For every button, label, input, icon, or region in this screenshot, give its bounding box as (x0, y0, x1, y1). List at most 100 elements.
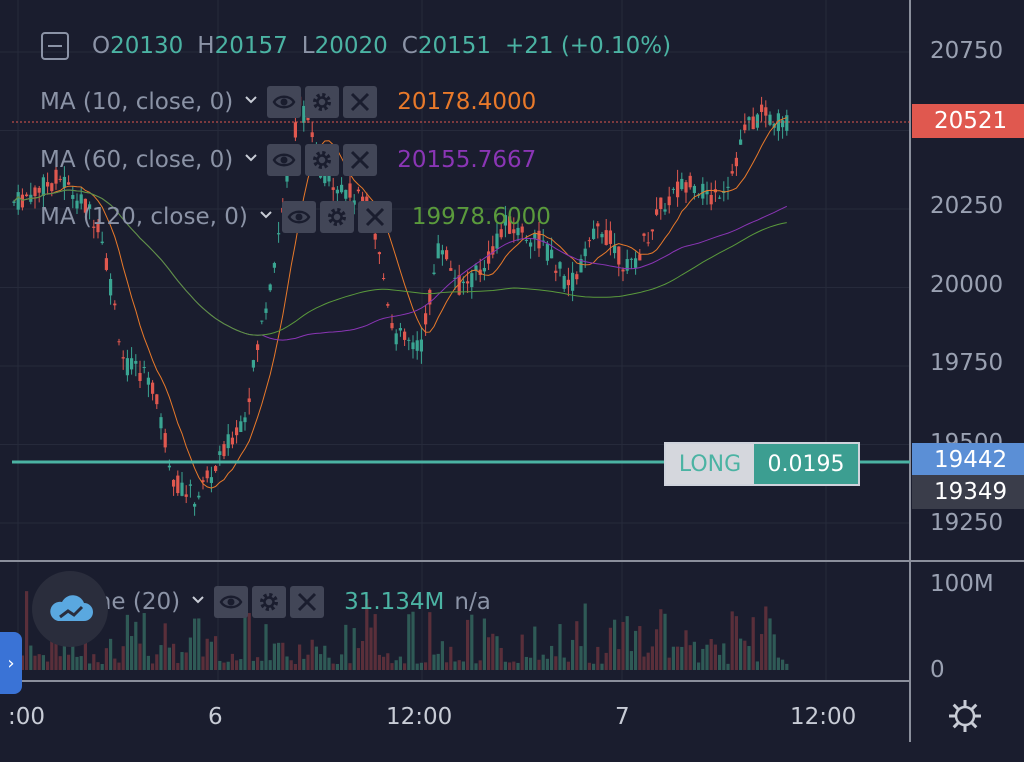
candle-body (243, 417, 247, 423)
candle-body (747, 117, 751, 121)
candle-body (268, 284, 272, 291)
candle-body (138, 372, 142, 381)
volume-bar (512, 661, 516, 670)
volume-bar (109, 638, 113, 670)
volume-bar (684, 630, 688, 670)
volume-bar (692, 641, 696, 670)
candle-body (373, 233, 377, 240)
position-line-label[interactable]: LONG 0.0195 (664, 442, 860, 486)
candle-body (621, 269, 625, 272)
chevron-down-icon[interactable] (192, 594, 204, 606)
volume-bar (92, 654, 96, 670)
volume-bar (457, 660, 461, 670)
candle-body (16, 192, 20, 210)
volume-bar (755, 661, 759, 670)
ma60-settings-button[interactable] (305, 144, 340, 176)
volume-bar (130, 636, 134, 670)
ma10-line (13, 117, 787, 489)
chart-settings-button[interactable] (946, 697, 984, 739)
volume-bar (718, 654, 722, 670)
volume-bar (491, 633, 495, 670)
ma60-legend: MA (60, close, 0) 20155.7667 (40, 143, 536, 177)
volume-bar (214, 636, 218, 670)
ma120-visibility-button[interactable] (281, 201, 316, 233)
volume-bar (377, 654, 381, 670)
candle-body (629, 258, 633, 260)
eye-icon (287, 210, 311, 224)
volume-bar (571, 639, 575, 670)
candle-body (646, 242, 650, 244)
candle-body (104, 258, 108, 270)
candle-body (335, 189, 339, 194)
position-side: LONG (666, 444, 754, 484)
volume-bar (310, 639, 314, 670)
candle-body (583, 248, 587, 257)
candle-body (785, 115, 789, 131)
volume-bar (369, 627, 373, 670)
ma120-remove-button[interactable] (357, 201, 392, 233)
ma60-visibility-button[interactable] (267, 144, 302, 176)
candle-body (142, 367, 146, 369)
volume-tick: 100M (930, 571, 994, 597)
ma120-settings-button[interactable] (319, 201, 354, 233)
candle-body (642, 233, 646, 236)
candle-body (671, 188, 675, 190)
candle-body (554, 270, 558, 273)
volume-remove-button[interactable] (290, 586, 325, 618)
time-tick: 7 (615, 704, 630, 730)
candle-body (163, 433, 167, 448)
volume-bar (247, 613, 251, 670)
volume-settings-button[interactable] (252, 586, 287, 618)
chevron-down-icon[interactable] (245, 152, 257, 164)
volume-bar (436, 653, 440, 670)
cloud-icon (50, 595, 93, 621)
collapse-legend-button[interactable] (40, 31, 70, 61)
gear-icon (327, 208, 346, 226)
volume-bar (449, 646, 453, 670)
eye-icon (272, 95, 296, 109)
candle-body (146, 377, 150, 385)
candle-body (592, 228, 596, 239)
ma10-settings-button[interactable] (305, 86, 340, 118)
volume-bar (20, 655, 24, 670)
volume-bar (113, 658, 117, 670)
candle-body (571, 272, 575, 291)
volume-visibility-button[interactable] (214, 586, 249, 618)
candle-body (428, 289, 432, 305)
candle-body (37, 187, 41, 193)
ma10-visibility-button[interactable] (267, 86, 302, 118)
candle-body (461, 281, 465, 284)
volume-bar (365, 598, 369, 670)
volume-bar (667, 657, 671, 670)
volume-bar (205, 638, 209, 670)
volume-bar (306, 654, 310, 670)
candle-body (457, 275, 461, 295)
candle-body (109, 278, 113, 296)
ma10-remove-button[interactable] (343, 86, 378, 118)
candle-body (482, 267, 486, 272)
candle-body (264, 308, 268, 313)
ma60-remove-button[interactable] (343, 144, 378, 176)
candle-body (705, 190, 709, 195)
chevron-down-icon[interactable] (245, 94, 257, 106)
volume-bar (121, 646, 125, 670)
candle-body (566, 279, 570, 286)
ma120-name: MA (120, close, 0) (40, 204, 248, 230)
candle-body (25, 194, 29, 197)
chevron-down-icon[interactable] (260, 209, 272, 221)
candle-body (113, 303, 117, 306)
candle-body (331, 187, 335, 190)
volume-bar (193, 618, 197, 670)
candle-body (180, 482, 184, 496)
volume-bar (289, 660, 293, 670)
volume-bar (331, 663, 335, 670)
expand-sidebar-tab[interactable]: › (0, 632, 22, 694)
volume-bar (272, 643, 276, 670)
candle-body (117, 341, 121, 343)
volume-bar (88, 663, 92, 670)
volume-tick: 0 (930, 657, 945, 683)
volume-bar (96, 662, 100, 670)
cloud-sync-button[interactable] (32, 571, 108, 647)
volume-bar (75, 656, 79, 670)
